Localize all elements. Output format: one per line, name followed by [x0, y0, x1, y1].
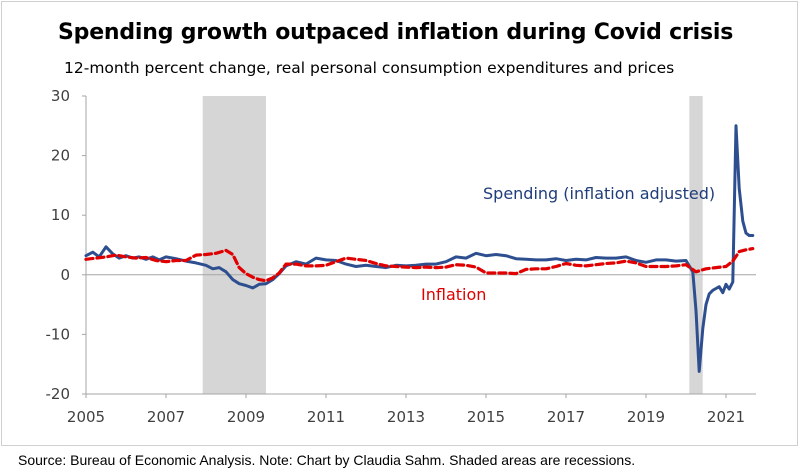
series-line-spending — [84, 124, 755, 373]
recession-band-2 — [689, 96, 703, 394]
axes-layer: 30 20 10 0 -10 -20 2005 2007 2009 2011 2013 2015 201… — [46, 87, 756, 426]
y-tick-label: 30 — [51, 87, 70, 105]
x-tick-label: 2019 — [627, 408, 665, 426]
chart-frame — [1, 1, 798, 446]
chart-subtitle: 12-month percent change, real personal c… — [64, 59, 675, 77]
y-tick-label: -20 — [46, 385, 71, 403]
recession-band-1 — [202, 96, 266, 394]
x-tick-label: 2015 — [467, 408, 505, 426]
series-layer — [84, 124, 755, 373]
source-note: Source: Bureau of Economic Analysis. Not… — [18, 452, 636, 468]
recession-shading-layer — [202, 96, 703, 394]
y-tick-label: -10 — [46, 325, 71, 343]
y-tick-label: 10 — [51, 206, 70, 224]
chart-plot: 30 20 10 0 -10 -20 2005 2007 2009 2011 2013 2015 201… — [46, 87, 756, 426]
x-tick-label: 2005 — [67, 408, 105, 426]
annotation-spending: Spending (inflation adjusted) — [483, 184, 715, 203]
x-tick-label: 2011 — [307, 408, 345, 426]
x-tick-label: 2013 — [387, 408, 425, 426]
x-tick-label: 2021 — [707, 408, 745, 426]
y-tick-label: 20 — [51, 147, 70, 165]
series-line-inflation — [84, 247, 755, 283]
x-tick-label: 2017 — [547, 408, 585, 426]
x-tick-label: 2009 — [227, 408, 265, 426]
y-tick-label: 0 — [60, 266, 70, 284]
chart-title: Spending growth outpaced inflation durin… — [58, 20, 734, 45]
annotation-inflation: Inflation — [421, 285, 486, 304]
x-tick-label: 2007 — [147, 408, 185, 426]
